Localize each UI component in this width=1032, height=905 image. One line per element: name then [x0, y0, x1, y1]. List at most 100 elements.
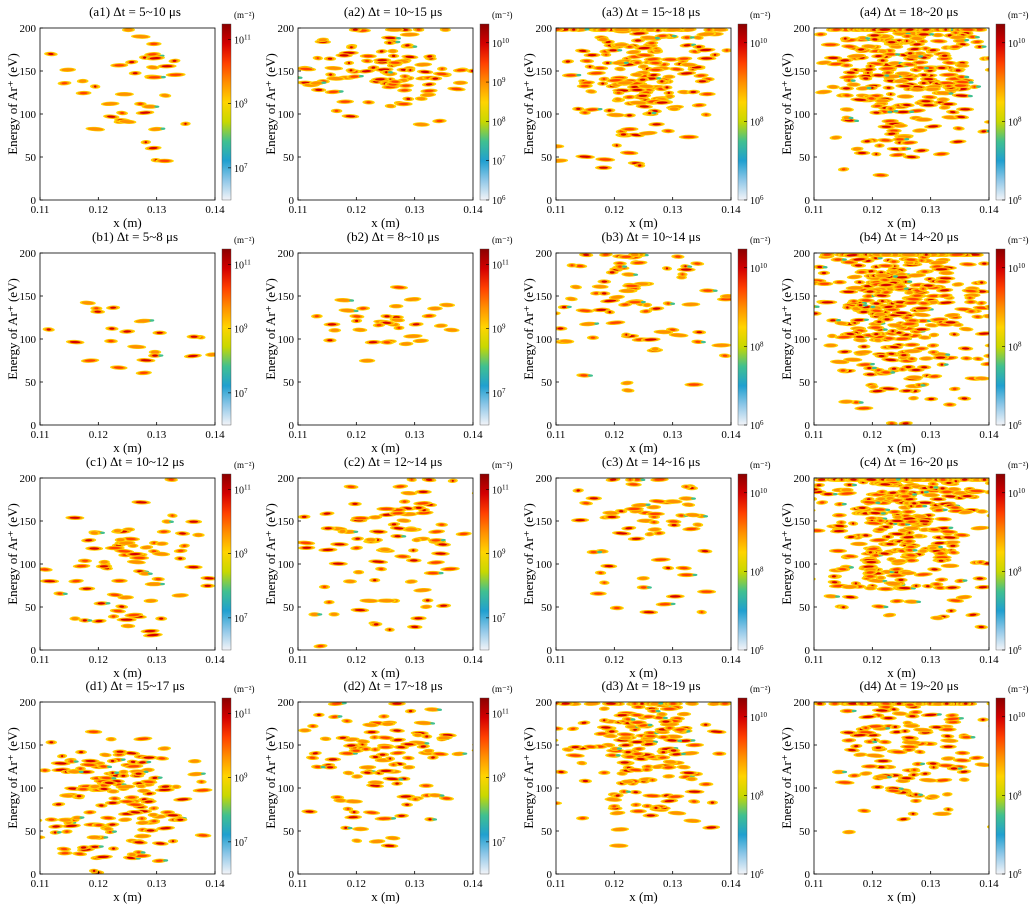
density-streak: [61, 823, 81, 829]
density-streak: [157, 746, 171, 751]
colorbar-tick-label: 108: [750, 115, 764, 128]
density-streak: [900, 321, 919, 327]
density-streak: [938, 727, 957, 732]
density-streak: [940, 563, 960, 569]
density-streak: [881, 70, 895, 75]
density-streak: [388, 702, 406, 706]
density-streak: [912, 533, 925, 539]
density-streak: [940, 733, 955, 739]
panel-title: (d4) Δt = 19~20 μs: [859, 678, 959, 693]
density-streak: [668, 332, 689, 338]
density-streak: [636, 77, 650, 82]
density-streak: [843, 78, 856, 83]
density-streak: [173, 817, 188, 823]
y-tick-label: 100: [536, 109, 553, 121]
density-streak: [664, 28, 683, 32]
density-streak: [335, 53, 353, 58]
density-streak: [148, 549, 161, 554]
density-streak: [427, 306, 443, 311]
density-streak: [48, 824, 64, 829]
density-streak: [390, 533, 407, 539]
y-tick-label: 50: [799, 826, 811, 838]
density-streak: [966, 488, 987, 494]
density-streak: [155, 158, 174, 164]
density-streak: [373, 57, 392, 63]
density-streak: [921, 94, 938, 100]
density-streak: [850, 146, 864, 152]
density-streak: [930, 38, 948, 44]
density-streak: [611, 143, 622, 148]
density-streak: [205, 352, 215, 357]
density-streak: [91, 822, 106, 828]
panel-title: (c3) Δt = 14~16 μs: [601, 454, 701, 469]
density-streaks: [814, 478, 989, 630]
y-tick-label: 50: [25, 602, 37, 614]
density-streak: [196, 779, 207, 785]
axes-frame: [39, 252, 216, 426]
density-streak: [131, 500, 151, 505]
density-streak: [853, 337, 868, 343]
density-streak: [307, 723, 319, 729]
density-streak: [613, 97, 624, 102]
density-streak: [838, 399, 855, 404]
density-streak: [819, 253, 835, 257]
density-streak: [661, 128, 675, 134]
x-tick-label: 0.13: [663, 429, 683, 441]
y-tick-label: 100: [20, 783, 37, 795]
density-streak: [621, 388, 635, 393]
x-tick-label: 0.12: [347, 878, 366, 890]
density-streak: [357, 68, 376, 74]
density-streak: [421, 313, 437, 319]
density-streak: [816, 500, 829, 505]
density-streak: [157, 63, 177, 69]
density-streak: [56, 846, 72, 852]
density-streak: [883, 581, 903, 586]
density-streak: [447, 86, 466, 92]
density-streak: [412, 122, 430, 127]
density-streak: [940, 28, 952, 32]
density-streak: [385, 756, 396, 761]
axes-frame: [297, 701, 474, 875]
density-streak: [908, 772, 920, 778]
density-streak: [696, 31, 716, 37]
density-streak: [899, 253, 918, 257]
density-streak: [911, 60, 929, 65]
density-streak: [620, 150, 639, 156]
density-streak: [869, 537, 889, 543]
density-streak: [629, 712, 645, 718]
density-streak: [984, 304, 989, 310]
colorbar-tick-label: 1010: [1008, 262, 1026, 275]
density-streak: [1012, 83, 1027, 88]
y-tick-label: 150: [278, 291, 295, 303]
colorbar-tick-label: 1010: [1008, 37, 1026, 50]
x-tick-label: 0.14: [463, 878, 483, 890]
density-streak: [926, 343, 940, 348]
density-streak: [645, 511, 665, 517]
y-tick-label: 150: [794, 516, 811, 528]
density-streak: [827, 333, 838, 339]
density-streak: [654, 33, 671, 39]
density-streak: [556, 726, 564, 731]
density-streak: [665, 519, 682, 524]
density-streak: [75, 766, 86, 771]
density-streak: [187, 758, 202, 764]
density-streak: [844, 747, 860, 753]
density-streak: [360, 770, 375, 775]
density-streak: [706, 729, 727, 734]
density-streak: [974, 559, 986, 565]
density-streak: [903, 723, 921, 729]
density-streak: [346, 45, 357, 50]
density-streak: [615, 508, 628, 514]
colorbar-unit: (m⁻²): [492, 684, 513, 694]
density-streak: [666, 794, 685, 799]
density-streak: [905, 54, 924, 59]
density-streak: [320, 526, 336, 531]
density-streak: [854, 47, 869, 52]
density-streaks: [814, 28, 1027, 178]
density-streak: [663, 90, 675, 96]
density-streak: [842, 253, 862, 258]
y-tick-label: 50: [283, 826, 295, 838]
density-streak: [913, 702, 924, 706]
x-tick-label: 0.11: [31, 878, 50, 890]
density-streak: [686, 89, 701, 95]
